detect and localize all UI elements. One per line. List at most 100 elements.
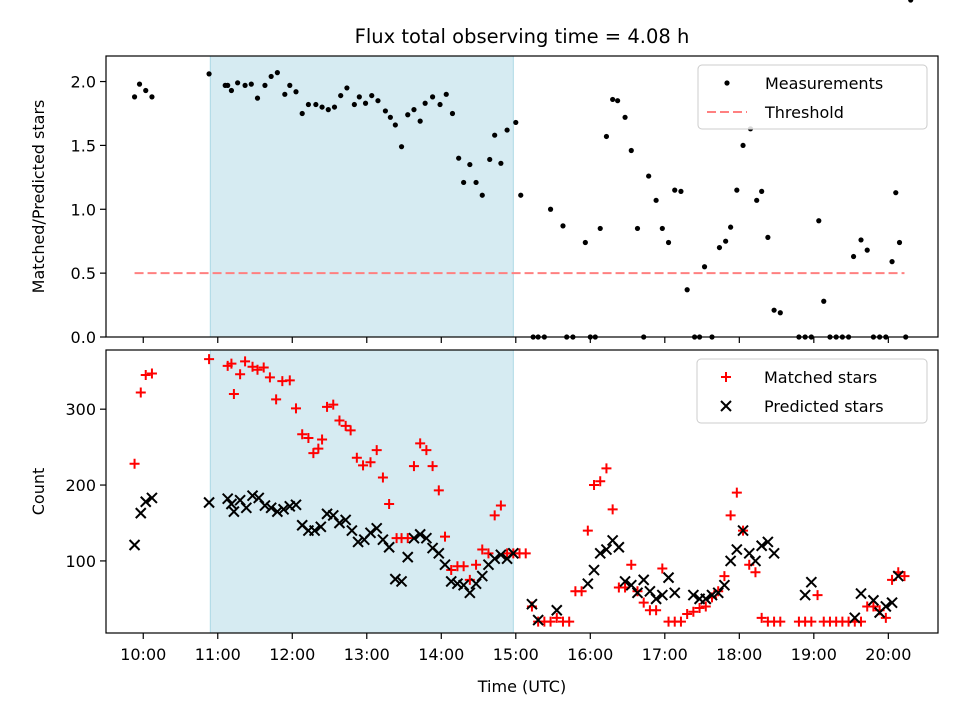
data-point: [392, 122, 398, 128]
data-point: [545, 616, 556, 627]
data-point: [864, 247, 870, 253]
data-point: [520, 548, 531, 559]
data-point: [682, 609, 693, 620]
data-point: [737, 524, 749, 537]
data-point: [492, 132, 498, 138]
data-point: [290, 403, 301, 414]
data-point: [149, 94, 155, 100]
data-point: [498, 160, 504, 166]
data-point: [248, 81, 254, 87]
data-point: [375, 98, 381, 104]
y-axis-label: Count: [29, 468, 48, 516]
series-matched-stars: [129, 354, 910, 627]
series-measurements: [131, 0, 914, 340]
data-point: [688, 606, 699, 617]
data-point: [129, 458, 140, 469]
data-point: [135, 387, 146, 398]
data-point: [805, 576, 818, 588]
data-point: [880, 612, 891, 623]
data-point: [136, 81, 143, 87]
legend-label: Threshold: [764, 103, 844, 122]
data-point: [461, 179, 467, 186]
data-point: [417, 118, 423, 124]
data-point: [504, 127, 510, 133]
data-point: [345, 425, 356, 436]
x-tick-label: 13:00: [344, 645, 390, 664]
data-point: [411, 107, 417, 113]
data-point: [687, 589, 700, 601]
data-point: [495, 549, 507, 561]
data-point: [414, 528, 426, 541]
data-point: [322, 401, 333, 412]
data-point: [892, 570, 904, 582]
y-tick-label: 200: [65, 476, 96, 495]
data-point: [684, 287, 690, 293]
data-point: [646, 173, 652, 179]
data-point: [588, 564, 600, 576]
x-tick-label: 17:00: [642, 645, 688, 664]
data-point: [768, 547, 780, 560]
data-point: [755, 540, 768, 552]
data-point: [351, 452, 362, 463]
data-point: [560, 223, 566, 229]
data-point: [382, 108, 389, 114]
data-point: [759, 188, 765, 194]
data-point: [622, 114, 628, 120]
data-point: [799, 589, 811, 601]
data-point: [437, 101, 443, 108]
data-point: [582, 239, 588, 246]
data-point: [613, 541, 625, 553]
data-point: [297, 429, 308, 440]
data-point: [308, 524, 321, 537]
legend-marker: [724, 80, 730, 86]
data-point: [858, 237, 864, 243]
data-point: [488, 552, 501, 565]
data-point: [771, 307, 777, 313]
data-point: [672, 187, 678, 193]
data-point: [290, 499, 302, 511]
data-point: [464, 587, 476, 599]
data-point: [700, 593, 712, 605]
data-point: [421, 445, 432, 456]
data-point: [740, 142, 746, 149]
legend-marker: [721, 372, 731, 382]
data-point: [240, 502, 253, 514]
data-point: [206, 71, 212, 77]
data-point: [299, 110, 305, 117]
data-point: [333, 517, 346, 529]
data-point: [140, 370, 151, 381]
data-point: [651, 605, 662, 616]
data-point: [246, 489, 259, 502]
data-point: [456, 155, 462, 161]
data-point: [607, 504, 618, 515]
data-point: [252, 364, 263, 375]
data-point: [731, 543, 743, 556]
data-point: [806, 616, 817, 627]
data-point: [594, 547, 606, 560]
data-point: [365, 457, 376, 468]
data-point: [507, 547, 520, 560]
data-point: [445, 575, 457, 588]
data-point: [225, 82, 231, 88]
data-point: [637, 574, 650, 586]
data-point: [264, 372, 275, 383]
data-point: [653, 197, 659, 203]
data-point: [750, 567, 761, 578]
data-point: [731, 487, 742, 498]
x-tick-label: 18:00: [716, 645, 762, 664]
data-point: [415, 438, 426, 449]
data-point: [449, 110, 456, 117]
data-point: [659, 225, 665, 232]
data-point: [235, 369, 246, 380]
data-point: [405, 112, 411, 118]
data-point: [271, 394, 282, 405]
data-point: [867, 594, 880, 607]
data-point: [242, 82, 248, 88]
data-point: [371, 445, 382, 456]
data-point: [600, 543, 613, 556]
data-point: [303, 433, 314, 444]
data-point: [402, 551, 414, 563]
data-point: [723, 238, 729, 244]
data-point: [479, 192, 485, 198]
observing-span: [209, 55, 514, 338]
